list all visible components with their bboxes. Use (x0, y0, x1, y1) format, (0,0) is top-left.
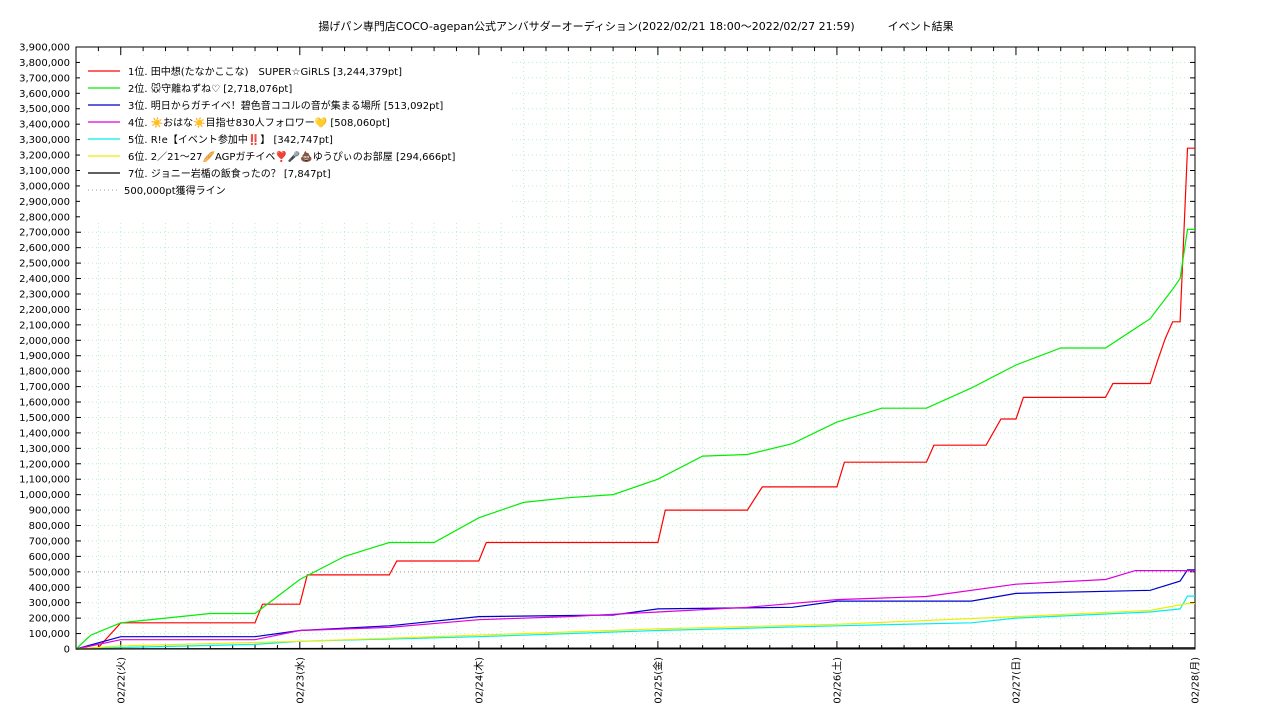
legend-entry: 1位. 田中想(たなかここな) SUPER☆GiRLS [3,244,379pt… (128, 65, 402, 78)
series-line-7 (75, 647, 1196, 650)
y-tick-label: 1,000,000 (19, 490, 70, 501)
x-tick-label: 02/26(土) (830, 657, 843, 704)
x-tick-label: 02/22(火) (115, 657, 127, 704)
y-tick-label: 3,600,000 (19, 89, 70, 100)
series-line-2 (75, 228, 1195, 650)
series-line-3 (75, 569, 1195, 650)
y-tick-label: 2,200,000 (19, 305, 70, 316)
y-tick-label: 400,000 (29, 583, 70, 594)
y-tick-label: 500,000 (29, 567, 70, 578)
y-tick-label: 800,000 (29, 521, 70, 532)
y-tick-label: 3,700,000 (19, 73, 70, 84)
legend-entry: 4位. ☀️おはな☀️目指せ830人フォロワー💛 [508,060pt] (128, 116, 390, 129)
y-tick-label: 2,800,000 (19, 212, 70, 223)
y-tick-label: 3,500,000 (19, 104, 70, 115)
y-tick-label: 2,500,000 (19, 259, 70, 270)
x-tick-label: 02/24(木) (473, 657, 485, 704)
y-tick-label: 700,000 (29, 536, 70, 547)
y-tick-label: 2,400,000 (19, 274, 70, 285)
y-tick-label: 3,100,000 (19, 166, 70, 177)
legend-entry: 6位. 2／21〜27🥖AGPガチイベ❣️🎤💩ゆうぴぃのお部屋 [294,666… (128, 150, 455, 163)
y-tick-label: 1,600,000 (19, 398, 70, 409)
series-line-1 (75, 147, 1195, 650)
legend-entry-reference: 500,000pt獲得ライン (124, 184, 226, 197)
y-tick-label: 100,000 (29, 629, 70, 640)
legend-entry: 2位. 🐭守離ねずね♡ [2,718,076pt] (128, 82, 292, 95)
legend: 1位. 田中想(たなかここな) SUPER☆GiRLS [3,244,379pt… (80, 58, 512, 222)
y-tick-label: 1,900,000 (19, 351, 70, 362)
series-layer (75, 147, 1196, 650)
y-tick-label: 1,400,000 (19, 428, 70, 439)
series-line-4 (75, 570, 1195, 650)
y-tick-label: 0 (64, 645, 70, 656)
y-tick-label: 2,300,000 (19, 289, 70, 300)
y-tick-label: 3,400,000 (19, 120, 70, 131)
y-tick-label: 3,000,000 (19, 181, 70, 192)
x-tick-label: 02/28(月) (1190, 657, 1202, 704)
y-tick-label: 2,700,000 (19, 228, 70, 239)
legend-background (80, 58, 512, 222)
y-tick-label: 2,100,000 (19, 320, 70, 331)
x-tick-label: 02/27(日) (1011, 657, 1022, 704)
y-tick-label: 300,000 (29, 598, 70, 609)
y-tick-label: 3,800,000 (19, 58, 70, 69)
series-line-6 (75, 602, 1195, 650)
y-tick-label: 3,200,000 (19, 151, 70, 162)
legend-entry: 3位. 明日からガチイベ！碧色音ココルの音が集まる場所 [513,092pt] (128, 99, 443, 112)
y-tick-label: 1,700,000 (19, 382, 70, 393)
y-tick-label: 600,000 (29, 552, 70, 563)
axis-ticks: 0 100,000 200,000 300,000 400,000 500,000 600,… (19, 43, 1201, 704)
y-tick-label: 1,300,000 (19, 444, 70, 455)
series-line-5 (75, 595, 1195, 650)
y-tick-label: 1,200,000 (19, 459, 70, 470)
y-tick-label: 1,800,000 (19, 367, 70, 378)
y-tick-label: 2,900,000 (19, 197, 70, 208)
y-tick-label: 200,000 (29, 614, 70, 625)
y-tick-label: 2,000,000 (19, 336, 70, 347)
y-tick-label: 900,000 (29, 506, 70, 517)
x-tick-label: 02/23(水) (294, 657, 306, 704)
legend-entry: 5位. R!e【イベント参加中‼️】 [342,747pt] (128, 133, 333, 146)
y-tick-label: 3,900,000 (19, 43, 70, 54)
y-tick-label: 1,100,000 (19, 475, 70, 486)
legend-entry: 7位. ジョニー岩楯の飯食ったの？ [7,847pt] (128, 167, 331, 180)
x-tick-label: 02/25(金) (651, 657, 664, 704)
y-tick-label: 2,600,000 (19, 243, 70, 254)
y-tick-label: 3,300,000 (19, 135, 70, 146)
y-tick-label: 1,500,000 (19, 413, 70, 424)
chart-title: 揚げパン専門店COCO-agepan公式アンバサダーオーディション(2022/0… (318, 19, 953, 33)
